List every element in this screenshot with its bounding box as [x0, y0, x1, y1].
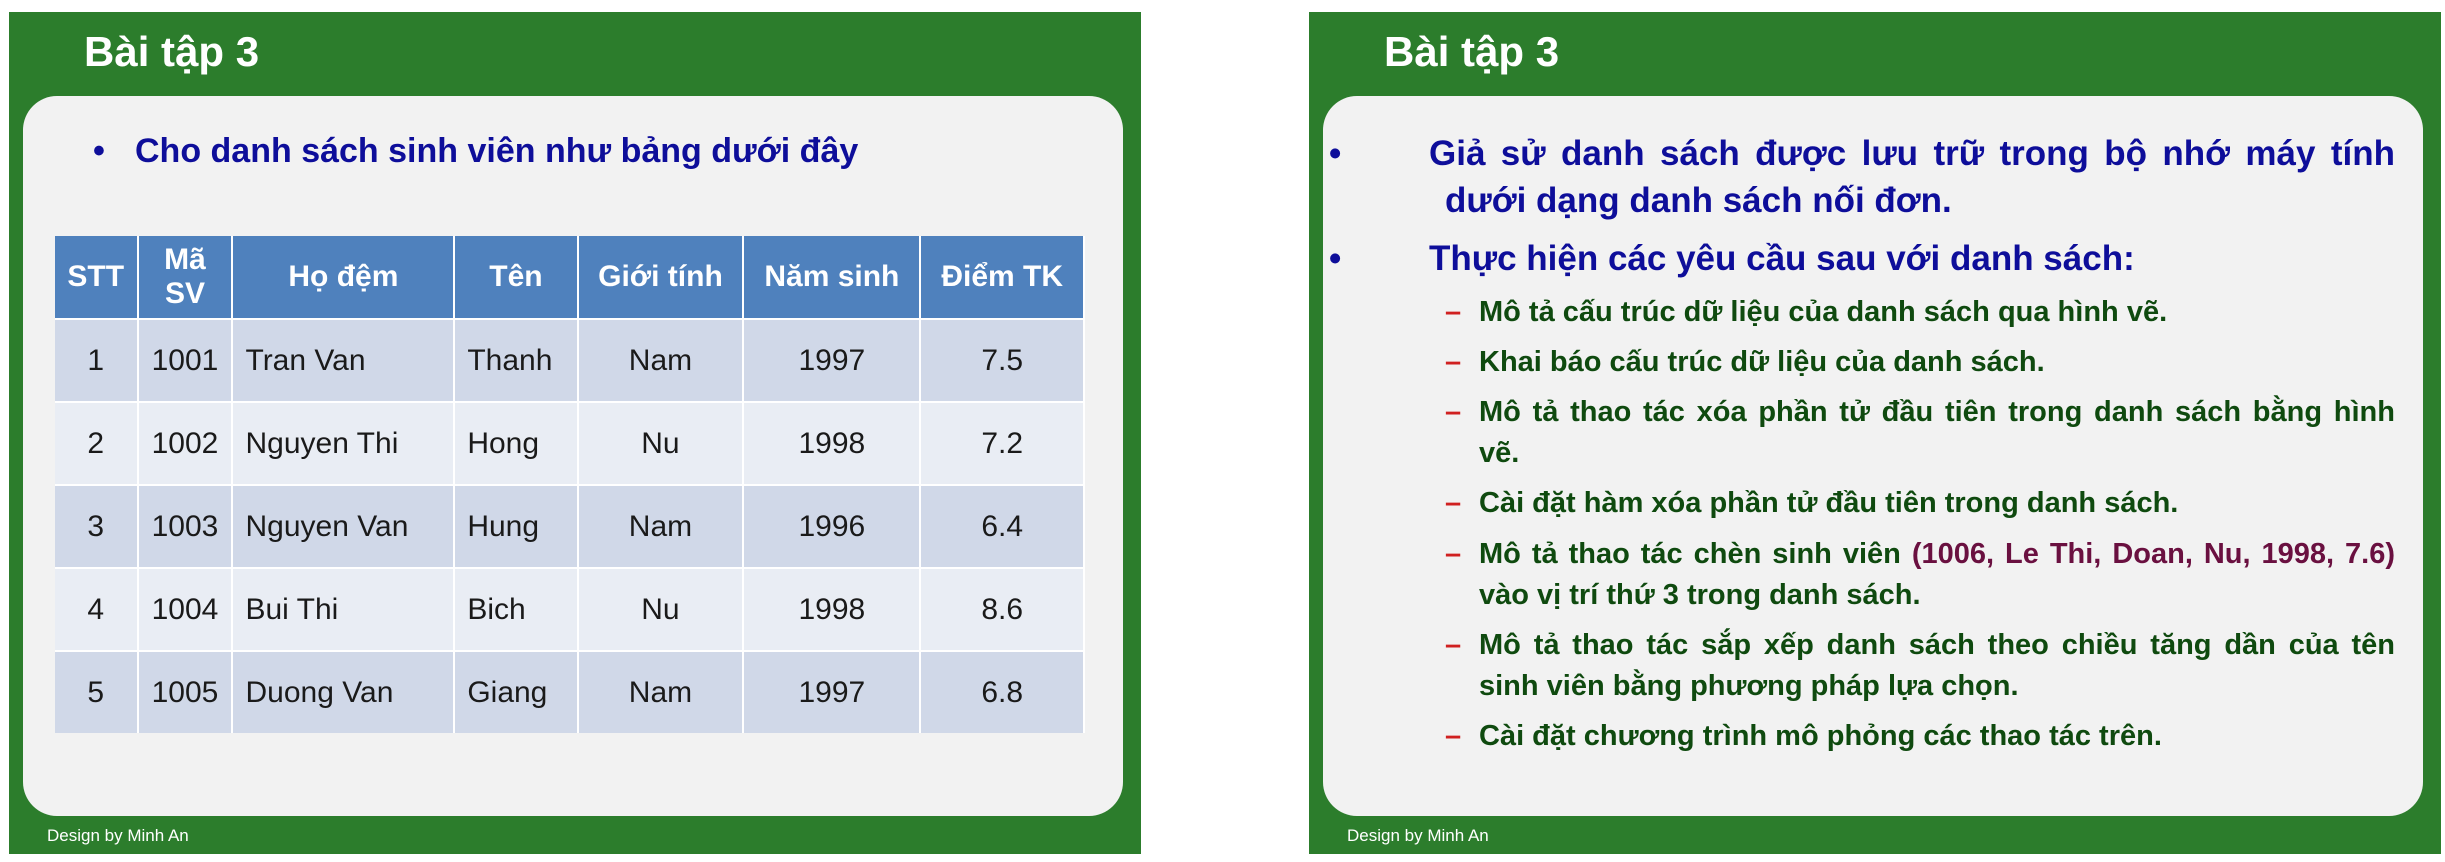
- header-stt: STT: [55, 236, 139, 319]
- table-cell: 1: [55, 318, 139, 402]
- header-gioi-tinh: Giới tính: [577, 236, 745, 319]
- table-row: 4 1004 Bui Thi Bich Nu 1998 8.6: [55, 567, 1085, 651]
- sub-text-after: vào vị trí thứ 3 trong danh sách.: [1479, 578, 1921, 611]
- sub-text: Cài đặt chương trình mô phỏng các thao t…: [1479, 720, 2162, 753]
- bullet-text: Thực hiện các yêu cầu sau với danh sách:: [1429, 238, 2135, 278]
- bullet-item: • Thực hiện các yêu cầu sau với danh sách…: [1329, 235, 2395, 282]
- table-cell: Hong: [454, 401, 579, 485]
- dash-icon: –: [1445, 628, 1462, 661]
- sub-text: Mô tả thao tác xóa phần tử đầu tiên tron…: [1479, 396, 2395, 470]
- bullet-item: • Giả sử danh sách được lưu trữ trong bộ …: [1329, 130, 2395, 225]
- table-cell: 1002: [137, 401, 234, 485]
- table-cell: Bich: [454, 567, 579, 651]
- table-cell: 1997: [743, 318, 922, 402]
- table-cell: 6.8: [920, 650, 1085, 733]
- lead-bullet: • Cho danh sách sinh viên như bảng dưới đ…: [93, 132, 858, 171]
- table-cell: 1005: [137, 650, 234, 733]
- sub-text: Mô tả cấu trúc dữ liệu của danh sách qua…: [1479, 295, 2168, 328]
- sub-item: – Cài đặt hàm xóa phần tử đầu tiên trong …: [1387, 483, 2395, 524]
- table-cell: 3: [55, 484, 139, 568]
- sub-item: – Mô tả thao tác xóa phần tử đầu tiên tro…: [1387, 392, 2395, 474]
- table-cell: Nguyen Thi: [232, 401, 456, 485]
- dash-icon: –: [1445, 295, 1462, 328]
- table-cell: 7.2: [920, 401, 1085, 485]
- table-cell: 5: [55, 650, 139, 733]
- sub-item: – Mô tả cấu trúc dữ liệu của danh sách qu…: [1387, 292, 2395, 333]
- bullet-dot-icon: •: [93, 132, 105, 170]
- header-ten: Tên: [454, 236, 579, 319]
- table-cell: 6.4: [920, 484, 1085, 568]
- table-header-row: STT Mã SV Họ đệm Tên Giới tính Năm sinh …: [55, 236, 1085, 319]
- bullet-dot-icon: •: [1329, 238, 1342, 278]
- dash-icon: –: [1445, 345, 1462, 378]
- table-cell: 1996: [743, 484, 922, 568]
- header-diem-tk: Điểm TK: [920, 236, 1085, 319]
- slide-footer: Design by Minh An: [47, 826, 189, 845]
- sub-text: Mô tả thao tác sắp xếp danh sách theo ch…: [1479, 628, 2395, 703]
- table-cell: Nu: [577, 401, 745, 485]
- table-cell: Nu: [577, 567, 745, 651]
- slide-content: • Giả sử danh sách được lưu trữ trong bộ …: [1323, 96, 2423, 816]
- slide-title: Bài tập 3: [84, 28, 260, 75]
- slide-title: Bài tập 3: [1384, 28, 1560, 75]
- header-ma-sv: Mã SV: [137, 236, 234, 319]
- table-cell: Nam: [577, 318, 745, 402]
- sub-item: – Mô tả thao tác sắp xếp danh sách theo c…: [1387, 625, 2395, 707]
- sub-item: – Khai báo cấu trúc dữ liệu của danh sách…: [1387, 342, 2395, 383]
- lead-text: Cho danh sách sinh viên như bảng dưới đâ…: [135, 132, 859, 170]
- highlighted-record: (1006, Le Thi, Doan, Nu, 1998, 7.6): [1911, 537, 2395, 570]
- table-cell: Nam: [577, 484, 745, 568]
- table-cell: 7.5: [920, 318, 1085, 402]
- table-cell: 1003: [137, 484, 234, 568]
- sub-text: Khai báo cấu trúc dữ liệu của danh sách.: [1479, 345, 2045, 378]
- bullet-list: • Giả sử danh sách được lưu trữ trong bộ …: [1329, 130, 2395, 766]
- table-cell: Tran Van: [232, 318, 456, 402]
- table-cell: Nam: [577, 650, 745, 733]
- slide-content: • Cho danh sách sinh viên như bảng dưới đ…: [23, 96, 1123, 816]
- table-cell: Thanh: [454, 318, 579, 402]
- table-cell: 1998: [743, 401, 922, 485]
- table-cell: Nguyen Van: [232, 484, 456, 568]
- sub-item: – Mô tả thao tác chèn sinh viên (1006, Le…: [1387, 534, 2395, 616]
- table-cell: 1997: [743, 650, 922, 733]
- table-cell: 1004: [137, 567, 234, 651]
- table-cell: 1998: [743, 567, 922, 651]
- bullet-dot-icon: •: [1329, 134, 1342, 173]
- dash-icon: –: [1445, 537, 1462, 570]
- table-cell: Duong Van: [232, 650, 456, 733]
- table-cell: 1001: [137, 318, 234, 402]
- table-row: 3 1003 Nguyen Van Hung Nam 1996 6.4: [55, 484, 1085, 568]
- sub-text-before: Mô tả thao tác chèn sinh viên: [1479, 537, 1912, 570]
- dash-icon: –: [1445, 396, 1462, 429]
- table-cell: 8.6: [920, 567, 1085, 651]
- table-cell: 4: [55, 567, 139, 651]
- table-cell: 2: [55, 401, 139, 485]
- slide-1: Bài tập 3 • Cho danh sách sinh viên như b…: [9, 12, 1141, 854]
- sub-text: Cài đặt hàm xóa phần tử đầu tiên trong d…: [1479, 487, 2179, 520]
- dash-icon: –: [1445, 720, 1462, 753]
- dash-icon: –: [1445, 487, 1462, 520]
- bullet-text: Giả sử danh sách được lưu trữ trong bộ n…: [1429, 134, 2395, 221]
- student-table: STT Mã SV Họ đệm Tên Giới tính Năm sinh …: [55, 236, 1085, 733]
- sub-item: – Cài đặt chương trình mô phỏng các thao …: [1387, 716, 2395, 757]
- slide-footer: Design by Minh An: [1347, 826, 1489, 845]
- table-row: 2 1002 Nguyen Thi Hong Nu 1998 7.2: [55, 401, 1085, 485]
- header-ho-dem: Họ đệm: [232, 236, 456, 319]
- header-nam-sinh: Năm sinh: [743, 236, 922, 319]
- table-row: 5 1005 Duong Van Giang Nam 1997 6.8: [55, 650, 1085, 733]
- table-cell: Giang: [454, 650, 579, 733]
- slide-2: Bài tập 3 • Giả sử danh sách được lưu trữ…: [1309, 12, 2441, 854]
- table-row: 1 1001 Tran Van Thanh Nam 1997 7.5: [55, 318, 1085, 402]
- table-cell: Bui Thi: [232, 567, 456, 651]
- table-cell: Hung: [454, 484, 579, 568]
